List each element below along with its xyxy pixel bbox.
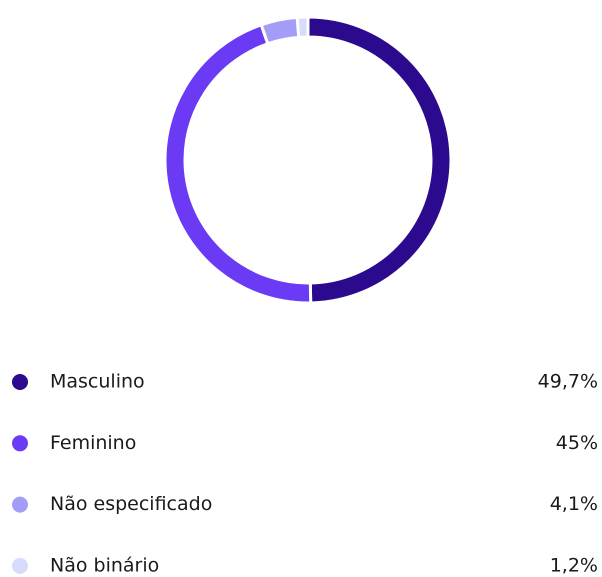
legend-label: Feminino — [50, 432, 136, 454]
legend-dot — [12, 496, 28, 513]
legend-label: Não especificado — [50, 493, 212, 515]
donut-segment — [306, 15, 453, 305]
donut-segment — [259, 15, 301, 46]
legend-label: Não binário — [50, 554, 159, 576]
value-label: 1,2% — [550, 554, 598, 576]
legend-dot — [12, 435, 28, 452]
legend-dot — [12, 374, 28, 390]
donut-segment — [163, 22, 313, 305]
value-label: 49,7% — [538, 371, 598, 393]
donut-segment — [295, 15, 310, 39]
value-label: 4,1% — [550, 493, 598, 515]
value-label: 45% — [556, 432, 598, 454]
legend-dot — [12, 557, 28, 574]
legend-label: Masculino — [50, 371, 145, 393]
